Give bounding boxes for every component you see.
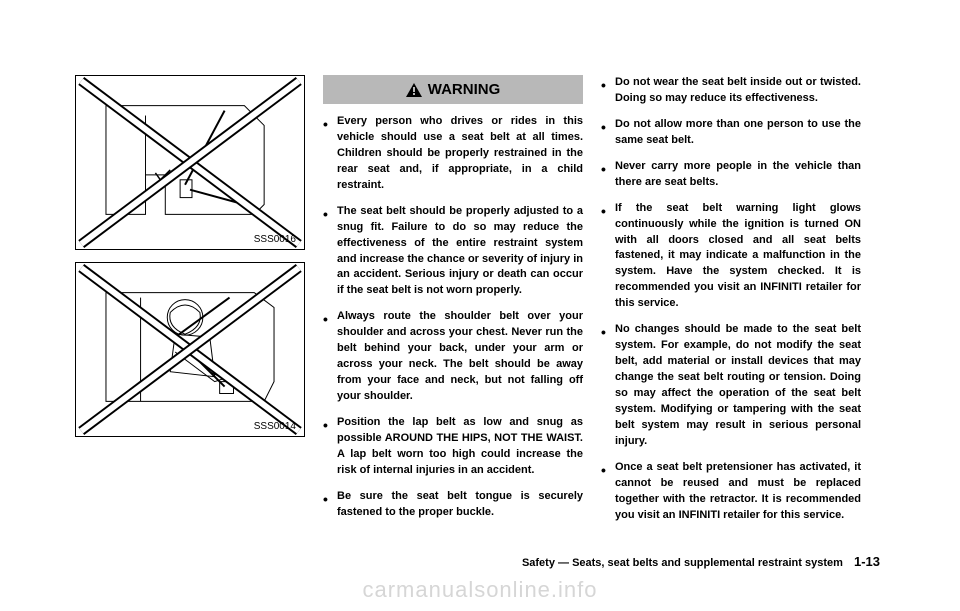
figure-2: SSS0014	[75, 262, 305, 437]
bullet-text: Do not wear the seat belt inside out or …	[615, 75, 861, 107]
warning-header: WARNING	[323, 75, 583, 104]
bullet-text: Never carry more people in the vehicle t…	[615, 159, 861, 191]
list-item: • Every person who drives or rides in th…	[323, 114, 583, 194]
bullet-text: Every person who drives or rides in this…	[337, 114, 583, 194]
bullet-icon: •	[601, 117, 615, 149]
bullet-text: No changes should be made to the seat be…	[615, 322, 861, 450]
bullet-text: The seat belt should be properly adjuste…	[337, 204, 583, 300]
bullet-text: Once a seat belt pretensioner has activa…	[615, 460, 861, 524]
footer-section-title: Safety — Seats, seat belts and supplemen…	[522, 557, 843, 569]
middle-bullet-list: • Every person who drives or rides in th…	[323, 114, 583, 521]
list-item: • Position the lap belt as low and snug …	[323, 415, 583, 479]
list-item: • Do not wear the seat belt inside out o…	[601, 75, 861, 107]
list-item: • No changes should be made to the seat …	[601, 322, 861, 450]
list-item: • Do not allow more than one person to u…	[601, 117, 861, 149]
middle-column: WARNING • Every person who drives or rid…	[323, 75, 583, 533]
bullet-icon: •	[323, 309, 337, 405]
bullet-icon: •	[323, 114, 337, 194]
list-item: • Once a seat belt pretensioner has acti…	[601, 460, 861, 524]
left-column: SSS0016	[75, 75, 305, 533]
list-item: • Never carry more people in the vehicle…	[601, 159, 861, 191]
bullet-text: Be sure the seat belt tongue is securely…	[337, 489, 583, 521]
bullet-icon: •	[601, 460, 615, 524]
bullet-text: If the seat belt warning light glows con…	[615, 201, 861, 313]
watermark: carmanualsonline.info	[0, 577, 960, 603]
figure-1-label: SSS0016	[254, 234, 296, 245]
bullet-text: Position the lap belt as low and snug as…	[337, 415, 583, 479]
bullet-icon: •	[323, 415, 337, 479]
list-item: • If the seat belt warning light glows c…	[601, 201, 861, 313]
bullet-icon: •	[323, 489, 337, 521]
figure-2-label: SSS0014	[254, 421, 296, 432]
bullet-icon: •	[601, 201, 615, 313]
page-content: SSS0016	[75, 75, 880, 533]
bullet-text: Do not allow more than one person to use…	[615, 117, 861, 149]
right-column: • Do not wear the seat belt inside out o…	[601, 75, 861, 533]
page-footer: Safety — Seats, seat belts and supplemen…	[522, 554, 880, 569]
warning-icon	[406, 83, 422, 97]
bullet-icon: •	[323, 204, 337, 300]
list-item: • The seat belt should be properly adjus…	[323, 204, 583, 300]
bullet-icon: •	[601, 75, 615, 107]
page-number: 1-13	[854, 554, 880, 569]
list-item: • Be sure the seat belt tongue is secure…	[323, 489, 583, 521]
figure-1: SSS0016	[75, 75, 305, 250]
bullet-icon: •	[601, 322, 615, 450]
list-item: • Always route the shoulder belt over yo…	[323, 309, 583, 405]
bullet-text: Always route the shoulder belt over your…	[337, 309, 583, 405]
warning-label: WARNING	[428, 81, 501, 98]
bullet-icon: •	[601, 159, 615, 191]
right-bullet-list: • Do not wear the seat belt inside out o…	[601, 75, 861, 523]
